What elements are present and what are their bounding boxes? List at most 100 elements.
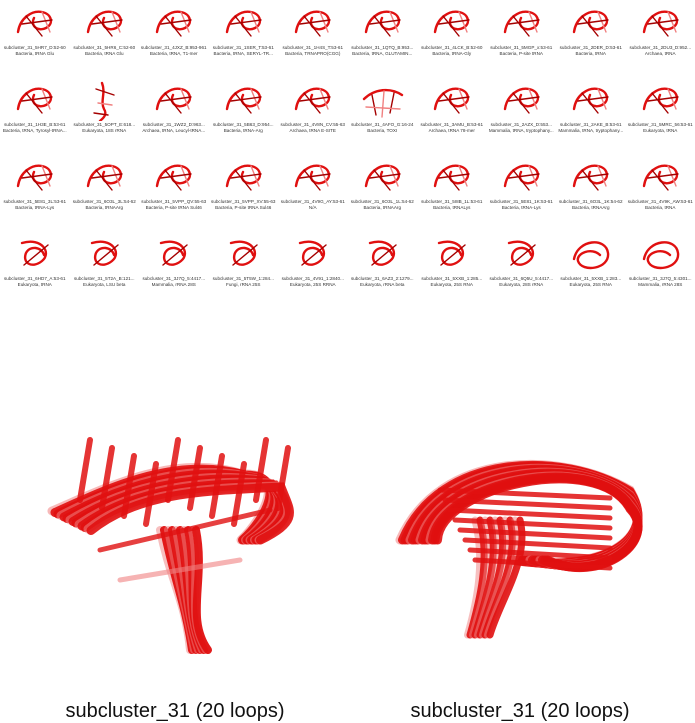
thumbnail-id: subcluster_31_3AMU_B:53-61: [420, 122, 484, 127]
thumbnail-16: subcluster_31_3AMU_B:53-61 Archaea, tRNA …: [417, 77, 487, 154]
thumbnail-caption: subcluster_31_6O3L_1K:54-62 Bacteria, tRN…: [556, 199, 626, 211]
thumbnail-id: subcluster_31_5B63_D:954...: [212, 122, 274, 127]
thumbnail-id: subcluster_31_2DER_D:53-61: [559, 45, 622, 50]
thumbnail-5: subcluster_31_1QTQ_B:953... Bacteria, tRN…: [348, 0, 418, 77]
thumbnail-id: subcluster_31_6O3L_3L:54-62: [72, 199, 136, 204]
rna-loop-thumbnail: [503, 164, 540, 191]
rna-loop-thumbnail: [364, 164, 401, 191]
thumbnail-organism: Archaea, tRNA 78-mer: [428, 128, 475, 134]
thumbnail-grid: subcluster_31_5HR7_D:52-60 Bacteria, tRNA…: [0, 0, 695, 300]
thumbnail-id: subcluster_31_6O3L_1K:54-62: [558, 199, 623, 204]
rna-loop-thumbnail: [16, 164, 53, 191]
rna-loop-thumbnail: [225, 87, 262, 114]
thumbnail-38: subcluster_31_5XXB_1:283... Eukaryota, 25…: [556, 231, 626, 308]
thumbnail-4: subcluster_31_1H4S_T:53-61 Bacteria, TRNA…: [278, 0, 348, 77]
thumbnail-id: subcluster_31_6HD7_A:53-61: [3, 276, 66, 281]
backbone-strand: [457, 527, 613, 541]
thumbnail-id: subcluster_31_5E81_3L:53-61: [3, 199, 67, 204]
rna-loop-thumbnail: [433, 10, 470, 37]
thumbnail-organism: Bacteria, P-site tRNA Sul46: [215, 205, 272, 211]
thumbnail-id: subcluster_31_4V9G_AY:53-61: [280, 199, 345, 204]
thumbnail-caption: subcluster_31_5HR7_D:52-60 Bacteria, tRNA…: [0, 45, 70, 57]
thumbnail-organism: Bacteria, TRNAPRO(CGG): [285, 51, 341, 57]
rna-loop-thumbnail: [362, 88, 403, 118]
rna-loop-thumbnail: [503, 10, 540, 37]
backbone-strand: [192, 526, 212, 654]
rna-loop-thumbnail: [572, 10, 609, 37]
thumbnail-9: subcluster_31_2DU3_D:952... Archaea, tRNA: [626, 0, 695, 77]
thumbnail-id: subcluster_31_1H3E_B:53-61: [4, 122, 66, 127]
thumbnail-organism: Eukaryota, rRNA beta: [360, 282, 405, 288]
backbone-strand: [442, 497, 613, 511]
thumbnail-id: subcluster_31_5MRC_56:53-61: [627, 122, 693, 127]
thumbnail-id: subcluster_31_4V91_1:2840...: [281, 276, 344, 281]
rna-loop-thumbnail: [90, 240, 119, 266]
superposition-right: [395, 459, 643, 639]
thumbnail-id: subcluster_31_4AFO_G:16-24: [351, 122, 414, 127]
thumbnail-id: subcluster_31_5MGP_x:53-61: [490, 45, 553, 50]
thumbnail-caption: subcluster_31_5XXB_1:283... Eukaryota, 25…: [556, 276, 626, 288]
thumbnail-20: subcluster_31_5E81_3L:53-61 Bacteria, tRN…: [0, 154, 70, 231]
thumbnail-id: subcluster_31_4JXZ_B:953-961: [140, 45, 207, 50]
thumbnail-caption: subcluster_31_3AMU_B:53-61 Archaea, tRNA …: [417, 122, 487, 134]
thumbnail-18: subcluster_31_2AKE_B:53-61 Mammalia, tRNA…: [556, 77, 626, 154]
thumbnail-caption: subcluster_31_1H4S_T:53-61 Bacteria, TRNA…: [278, 45, 348, 57]
thumbnail-organism: Bacteria, P-site tRNA: [499, 51, 543, 57]
thumbnail-caption: subcluster_31_4V8N_CV:55-63 Archaea, tRNA…: [278, 122, 348, 134]
thumbnail-organism: Bacteria, tRNA, GLUTAMIN...: [352, 51, 413, 57]
thumbnail-caption: subcluster_31_3J7Q_5:4417... Mammalia, rR…: [139, 276, 209, 288]
thumbnail-10: subcluster_31_1H3E_B:53-61 Bacteria, tRNA…: [0, 77, 70, 154]
thumbnail-organism: Eukaryota, 25S RRNA: [289, 282, 336, 288]
thumbnail-3: subcluster_31_1SER_T:53-61 Bacteria, tRNA…: [209, 0, 279, 77]
thumbnail-caption: subcluster_31_6AZ3_2:1279... Eukaryota, r…: [348, 276, 418, 288]
thumbnail-id: subcluster_31_5VPP_XV:55-63: [211, 199, 276, 204]
thumbnail-22: subcluster_31_5VPP_QV:55-63 Bacteria, P-s…: [139, 154, 209, 231]
rna-loop-thumbnail: [437, 240, 466, 266]
thumbnail-organism: Mammalia, rRNA 28S: [151, 282, 196, 288]
thumbnail-36: subcluster_31_5XXB_1:285... Eukaryota, 25…: [417, 231, 487, 308]
thumbnail-caption: subcluster_31_5E81_3L:53-61 Bacteria, tRN…: [0, 199, 70, 211]
backbone-strand: [99, 445, 115, 511]
thumbnail-23: subcluster_31_5VPP_XV:55-63 Bacteria, P-s…: [209, 154, 279, 231]
backbone-strand: [209, 453, 225, 519]
thumbnail-33: subcluster_31_5T5W_1:284... Fungi, rRNA 2…: [209, 231, 279, 308]
thumbnail-organism: Mammalia, tRNA, tryptophany...: [558, 128, 624, 134]
rna-loop-thumbnail: [155, 164, 192, 191]
thumbnail-8: subcluster_31_2DER_D:53-61 Bacteria, tRNA: [556, 0, 626, 77]
backbone-strand: [462, 537, 613, 551]
thumbnail-15: subcluster_31_4AFO_G:16-24 Bacteria, TOXI: [348, 77, 418, 154]
thumbnail-organism: Bacteria, tRNA-Lys: [501, 205, 541, 211]
thumbnail-caption: subcluster_31_6O3L_3L:54-62 Bacteria, tRN…: [70, 199, 140, 211]
thumbnail-caption: subcluster_31_5I8B_1L:53-61 Bacteria, tRN…: [417, 199, 487, 211]
thumbnail-organism: Eukaryota, tRNA: [17, 282, 52, 288]
rna-loop-thumbnail: [364, 10, 401, 37]
thumbnail-id: subcluster_31_3J7Q_5:4417...: [142, 276, 206, 281]
rna-loop-thumbnail: [433, 87, 470, 114]
thumbnail-organism: Bacteria, tRNA, SERYL-TR...: [213, 51, 273, 57]
thumbnail-id: subcluster_31_6O3L_1L:54-62: [350, 199, 414, 204]
rna-loop-thumbnail: [507, 240, 536, 266]
backbone-strand: [447, 507, 613, 521]
thumbnail-organism: Bacteria, P-site tRNA Sul46: [145, 205, 202, 211]
thumbnail-organism: Archaea, tRNA: [644, 51, 676, 57]
thumbnail-caption: subcluster_31_2DER_D:53-61 Bacteria, tRNA: [556, 45, 626, 57]
thumbnail-caption: subcluster_31_4AFO_G:16-24 Bacteria, TOXI: [348, 122, 418, 134]
superposition-left: [47, 437, 294, 654]
thumbnail-id: subcluster_31_4V8N_CV:55-63: [280, 122, 345, 127]
rna-loop-thumbnail: [294, 10, 331, 37]
thumbnail-caption: subcluster_31_1H3E_B:53-61 Bacteria, tRNA…: [0, 122, 70, 134]
thumbnail-34: subcluster_31_4V91_1:2840... Eukaryota, 2…: [278, 231, 348, 308]
superposition-right-label: subcluster_31 (20 loops): [410, 700, 630, 722]
thumbnail-organism: Eukaryota, 25S RNA: [430, 282, 473, 288]
backbone-strand: [253, 437, 269, 503]
thumbnail-caption: subcluster_31_1QTQ_B:953... Bacteria, tRN…: [348, 45, 418, 57]
thumbnail-organism: Eukaryota, 25S RNA: [569, 282, 612, 288]
rna-loop-thumbnail: [294, 164, 331, 191]
thumbnail-id: subcluster_31_5T2A_B:121...: [73, 276, 135, 281]
thumbnail-caption: subcluster_31_4V91_1:2840... Eukaryota, 2…: [278, 276, 348, 288]
thumbnail-caption: subcluster_31_5E81_1K:53-61 Bacteria, tRN…: [487, 199, 557, 211]
rna-loop-thumbnail: [155, 10, 192, 37]
rna-loop-thumbnail: [572, 87, 609, 114]
rna-loop-thumbnail: [572, 241, 610, 270]
rna-loop-thumbnail: [225, 10, 262, 37]
